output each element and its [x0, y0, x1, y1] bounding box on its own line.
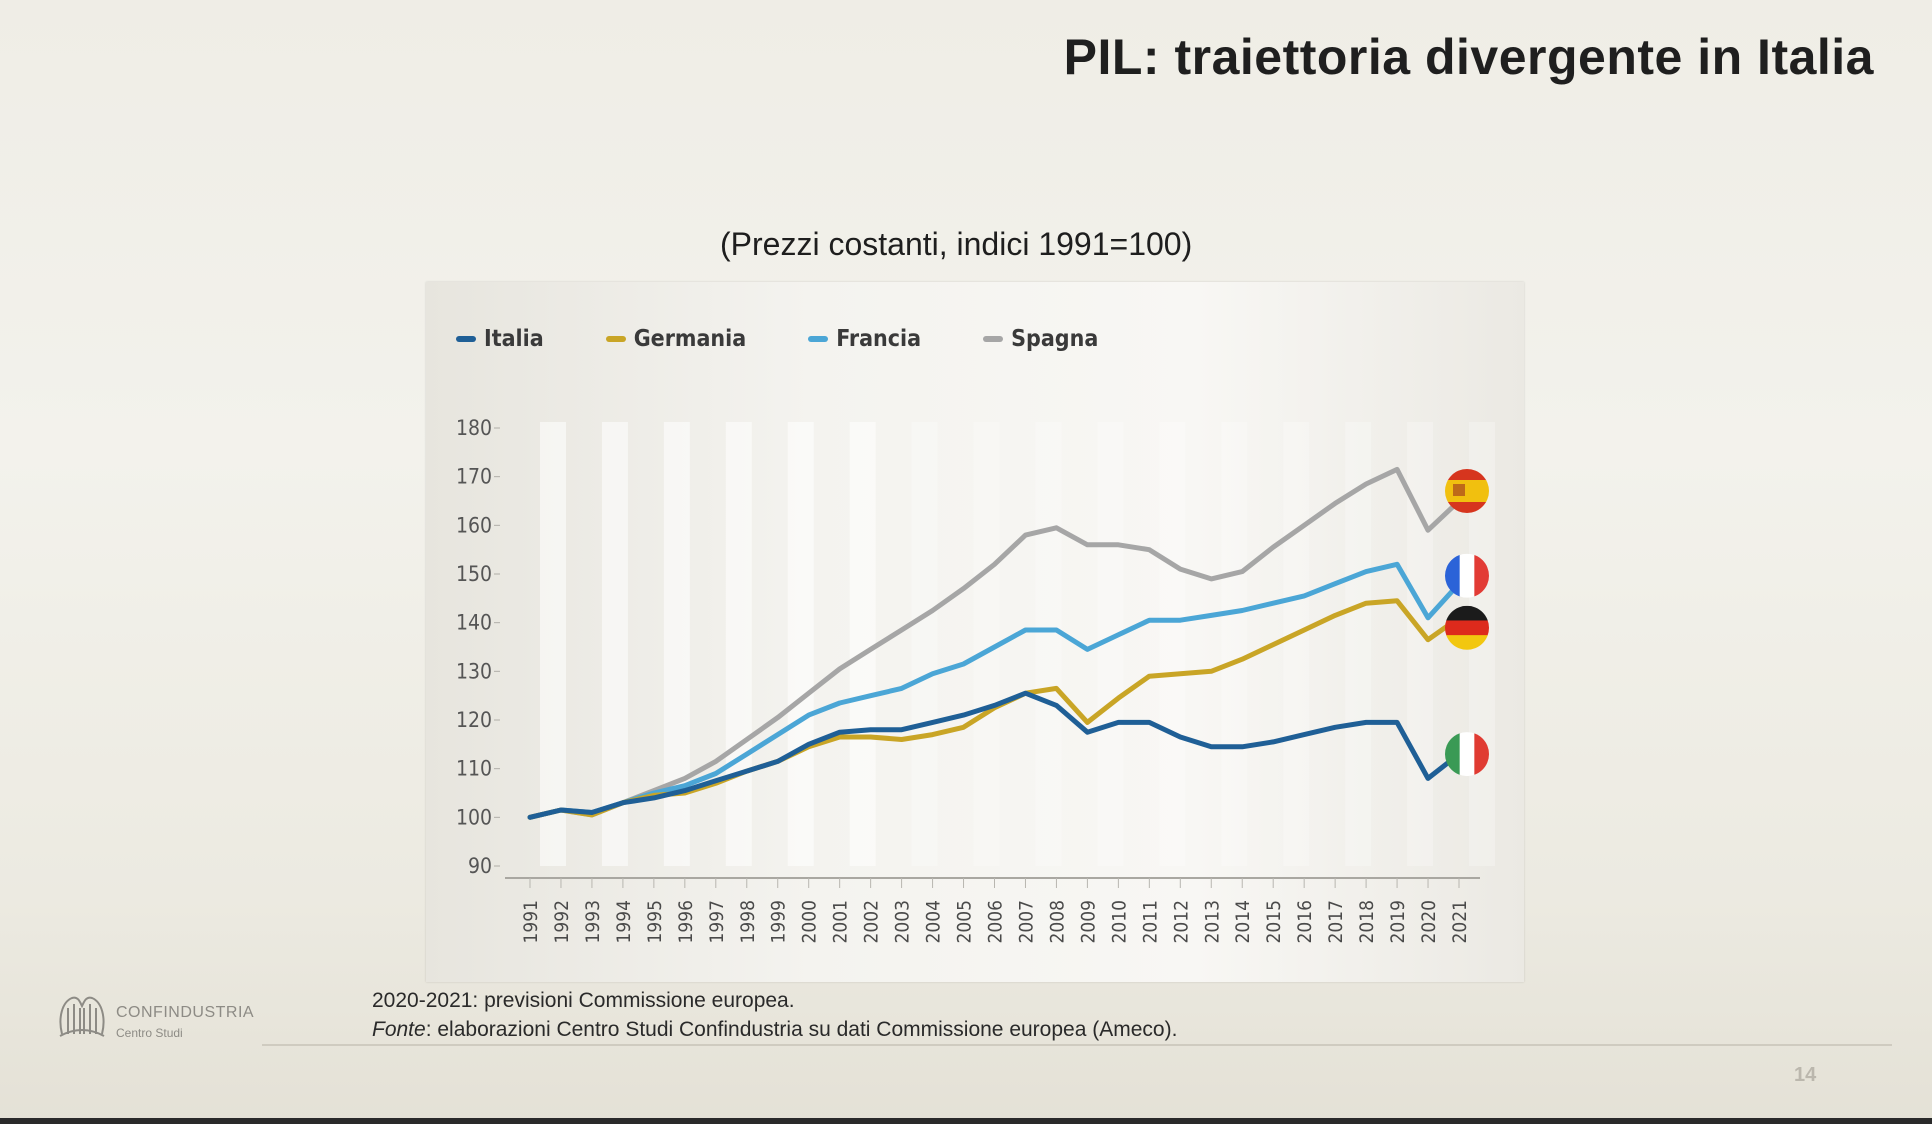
- x-tick-label: 1999: [768, 900, 790, 944]
- x-tick-label: 2003: [892, 900, 914, 944]
- legend-label: Germania: [633, 326, 747, 352]
- x-tick-label: 1995: [644, 900, 666, 944]
- background-band: [787, 422, 814, 866]
- legend-item-italia: Italia: [456, 326, 544, 352]
- x-tick-label: 1997: [706, 900, 728, 944]
- source-label: Fonte: [372, 1018, 426, 1041]
- background-band: [1159, 422, 1186, 866]
- confindustria-logo: CONFINDUSTRIA Centro Studi: [56, 994, 254, 1040]
- y-tick-label: 100: [456, 805, 492, 829]
- logo-text: CONFINDUSTRIA Centro Studi: [116, 1004, 254, 1040]
- x-tick-label: 2004: [923, 900, 945, 944]
- x-tick-label: 2013: [1201, 900, 1223, 944]
- x-tick-label: 2018: [1356, 900, 1378, 944]
- y-tick-label: 90: [468, 854, 492, 878]
- x-tick-label: 1994: [613, 900, 635, 944]
- y-tick-label: 160: [456, 513, 492, 537]
- x-tick-label: 1993: [582, 900, 604, 944]
- x-tick-label: 2012: [1170, 900, 1192, 944]
- x-tick-label: 2005: [954, 900, 976, 944]
- background-band: [601, 422, 628, 866]
- x-tick-label: 2007: [1015, 900, 1037, 944]
- spain-flag-icon: [1445, 469, 1489, 513]
- forecast-note: 2020-2021: previsioni Commissione europe…: [372, 989, 795, 1012]
- x-tick-label: 1998: [737, 900, 759, 944]
- x-tick-label: 2014: [1232, 900, 1254, 944]
- x-tick-label: 1996: [675, 900, 697, 944]
- chart-notes: 2020-2021: previsioni Commissione europe…: [372, 986, 1177, 1044]
- logo-name: CONFINDUSTRIA: [116, 1004, 255, 1021]
- chart-legend: Italia Germania Francia Spagna: [456, 326, 1160, 352]
- x-tick-label: 2002: [861, 900, 883, 944]
- y-tick-label: 170: [456, 465, 492, 489]
- chart-subtitle: (Prezzi costanti, indici 1991=100): [720, 226, 1193, 262]
- x-tick-label: 2011: [1139, 900, 1161, 944]
- background-band: [1035, 422, 1062, 866]
- background-band: [725, 422, 752, 866]
- x-tick-label: 2009: [1077, 900, 1099, 944]
- source-text: : elaborazioni Centro Studi Confindustri…: [425, 1018, 1178, 1041]
- source-note: Fonte: elaborazioni Centro Studi Confind…: [372, 1015, 1177, 1044]
- background-band: [849, 422, 876, 866]
- y-tick-label: 150: [456, 562, 492, 586]
- legend-swatch-italia: [456, 336, 476, 342]
- legend-item-germania: Germania: [605, 326, 747, 352]
- screen-bezel: [0, 1118, 1932, 1124]
- x-tick-label: 2008: [1046, 900, 1068, 944]
- x-tick-label: 2019: [1387, 900, 1409, 944]
- x-tick-label: 2016: [1294, 900, 1316, 944]
- france-flag-icon: [1445, 553, 1489, 598]
- germany-flag-icon: [1445, 605, 1489, 650]
- x-tick-label: 2000: [799, 900, 821, 944]
- footer-divider: [262, 1044, 1892, 1046]
- x-tick-label: 1991: [520, 900, 542, 944]
- legend-label: Spagna: [1011, 326, 1099, 352]
- y-tick-label: 180: [456, 416, 492, 440]
- x-tick-label: 2001: [830, 900, 852, 944]
- legend-swatch-francia: [808, 336, 829, 342]
- legend-item-francia: Francia: [808, 326, 921, 352]
- x-tick-label: 1992: [551, 900, 573, 944]
- y-tick-label: 120: [456, 708, 492, 732]
- legend-label: Italia: [484, 326, 544, 352]
- y-tick-label: 140: [456, 611, 492, 635]
- background-band: [1283, 422, 1310, 866]
- x-tick-label: 2010: [1108, 900, 1130, 944]
- x-tick-label: 2020: [1418, 900, 1440, 944]
- x-tick-label: 2017: [1325, 900, 1347, 944]
- legend-swatch-germania: [605, 336, 626, 342]
- x-tick-label: 2006: [985, 900, 1007, 944]
- x-tick-label: 2021: [1449, 900, 1471, 944]
- legend-swatch-spagna: [983, 336, 1004, 342]
- background-band: [1221, 422, 1248, 866]
- background-band: [663, 422, 690, 866]
- page-number: 14: [1794, 1064, 1817, 1086]
- background-band: [1407, 422, 1434, 866]
- legend-label: Francia: [836, 326, 922, 352]
- italy-flag-icon: [1445, 732, 1489, 777]
- y-tick-label: 110: [456, 757, 492, 781]
- slide-title: PIL: traiettoria divergente in Italia: [1063, 29, 1874, 85]
- background-band: [540, 422, 566, 866]
- eagle-logo-icon: [59, 996, 105, 1037]
- x-tick-label: 2015: [1263, 900, 1285, 944]
- logo-sub: Centro Studi: [116, 1026, 183, 1040]
- legend-item-spagna: Spagna: [983, 326, 1098, 352]
- background-band: [911, 422, 938, 866]
- y-tick-label: 130: [456, 659, 492, 683]
